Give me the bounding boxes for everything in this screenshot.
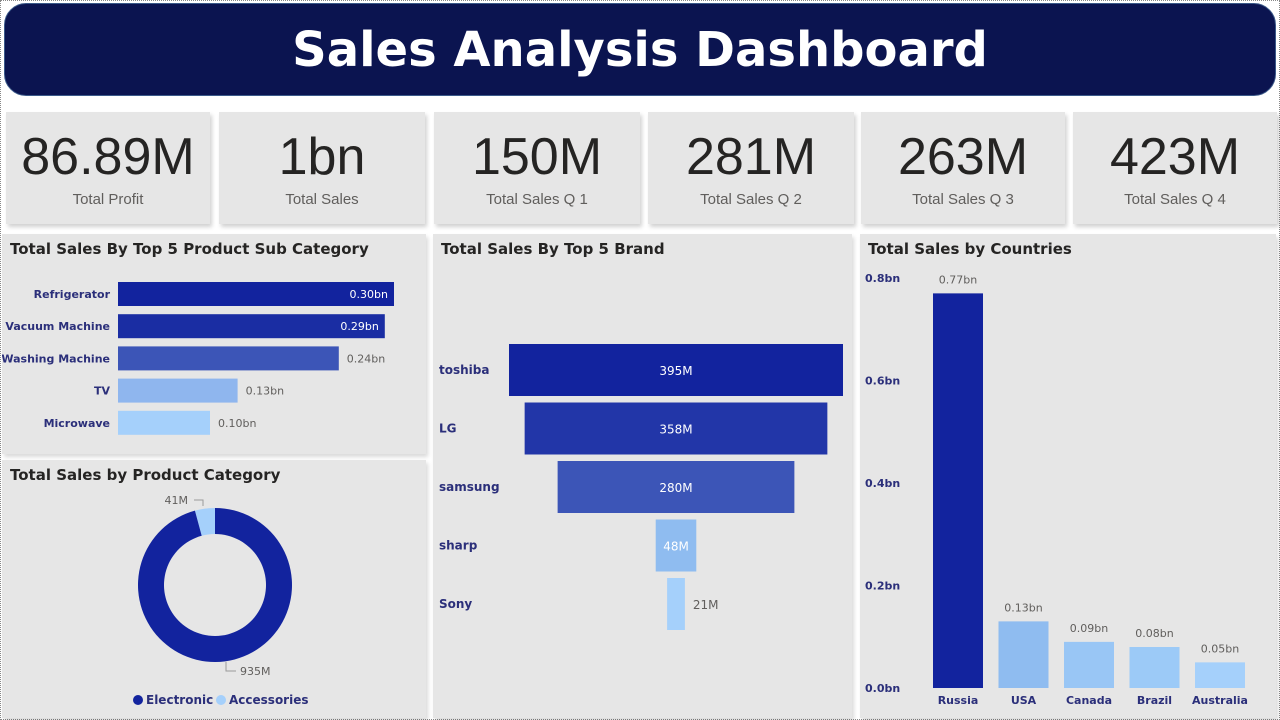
legend-label: Electronic <box>146 693 213 707</box>
data-label: 0.08bn <box>1135 627 1173 640</box>
donut-slice <box>194 508 215 536</box>
data-label: 0.13bn <box>1004 601 1042 614</box>
category-label: TV <box>94 385 111 398</box>
category-label: Microwave <box>44 417 110 430</box>
category-donut-chart: 41M 935M Electronic Accessories <box>133 494 309 707</box>
dashboard-header: Sales Analysis Dashboard <box>4 3 1276 96</box>
category-label: Sony <box>439 597 472 611</box>
data-label: 358M <box>659 423 692 437</box>
kpi-value: 263M <box>897 127 1029 186</box>
kpi-label: Total Sales Q 4 <box>1124 190 1226 208</box>
data-label: 0.10bn <box>218 417 256 430</box>
kpi-value: 1bn <box>278 127 366 186</box>
data-label: 0.30bn <box>350 288 388 301</box>
kpi-label: Total Sales <box>285 190 359 208</box>
data-label: 0.24bn <box>347 352 385 365</box>
kpi-label: Total Sales Q 3 <box>912 190 1014 208</box>
data-label: 0.09bn <box>1070 622 1108 635</box>
data-label: 935M <box>240 665 271 678</box>
y-tick-label: 0.2bn <box>865 580 900 593</box>
data-label: 21M <box>693 598 719 612</box>
x-tick-label: Russia <box>938 694 979 707</box>
dashboard-title: Sales Analysis Dashboard <box>292 21 988 78</box>
y-tick-label: 0.4bn <box>865 477 900 490</box>
category-label: samsung <box>439 480 500 494</box>
y-tick-label: 0.0bn <box>865 682 900 695</box>
bar <box>118 314 385 339</box>
category-label: toshiba <box>439 363 489 377</box>
data-label: 48M <box>663 540 689 554</box>
column-bar <box>1129 647 1180 688</box>
brand-chart-title: Total Sales By Top 5 Brand <box>441 240 665 258</box>
x-tick-label: USA <box>1011 694 1037 707</box>
kpi-value: 86.89M <box>21 127 195 186</box>
column-bar <box>1064 641 1114 688</box>
donut-slice <box>137 508 292 662</box>
kpi-value: 150M <box>471 127 603 186</box>
category-chart-panel[interactable]: Total Sales by Product Category 41M 935M E… <box>2 460 426 718</box>
kpi-card-sales-q2[interactable]: 281M Total Sales Q 2 <box>648 112 854 224</box>
kpi-label: Total Profit <box>72 190 144 208</box>
funnel-bar <box>509 344 843 396</box>
x-tick-label: Canada <box>1066 694 1112 707</box>
leader-line <box>194 499 204 506</box>
countries-chart-title: Total Sales by Countries <box>868 240 1072 258</box>
kpi-card-sales-q3[interactable]: 263M Total Sales Q 3 <box>861 112 1065 224</box>
category-label: sharp <box>439 539 478 553</box>
category-chart-title: Total Sales by Product Category <box>10 466 281 484</box>
bar <box>118 346 339 371</box>
data-label: 0.29bn <box>340 320 378 333</box>
data-label: 0.77bn <box>939 273 977 286</box>
leader-line <box>225 662 236 672</box>
data-label: 41M <box>165 494 189 507</box>
funnel-bar <box>524 402 828 455</box>
data-label: 395M <box>659 364 692 378</box>
legend-marker <box>133 695 143 705</box>
kpi-label: Total Sales Q 2 <box>700 190 802 208</box>
kpi-card-sales-q1[interactable]: 150M Total Sales Q 1 <box>434 112 640 224</box>
column-bar <box>933 293 983 688</box>
bar <box>118 378 238 403</box>
brand-chart-panel[interactable]: Total Sales By Top 5 Brand toshiba 395M LG… <box>433 234 852 718</box>
column-bar <box>1195 662 1245 688</box>
column-bar <box>998 621 1049 688</box>
funnel-bar <box>655 519 697 572</box>
funnel-bar <box>667 578 685 630</box>
subcategory-chart-title: Total Sales By Top 5 Product Sub Categor… <box>10 240 369 258</box>
funnel-bar <box>557 461 795 513</box>
legend-marker <box>216 695 226 705</box>
category-label: Vacuum Machine <box>5 320 110 333</box>
kpi-label: Total Sales Q 1 <box>486 190 588 208</box>
category-label: LG <box>439 422 457 436</box>
legend-label: Accessories <box>229 693 309 707</box>
countries-chart-panel[interactable]: Total Sales by Countries 0.0bn 0.2bn 0.4bn… <box>860 234 1276 718</box>
kpi-card-total-profit[interactable]: 86.89M Total Profit <box>6 112 210 224</box>
bar <box>118 282 394 306</box>
y-tick-label: 0.8bn <box>865 272 900 285</box>
category-label: Refrigerator <box>34 288 111 301</box>
data-label: 0.05bn <box>1201 642 1239 655</box>
bar <box>118 410 210 435</box>
x-tick-label: Brazil <box>1137 694 1172 707</box>
x-tick-label: Australia <box>1192 694 1248 707</box>
brand-funnel-chart: toshiba 395M LG 358M samsung 280M sharp 48M Sony… <box>439 344 843 630</box>
kpi-value: 423M <box>1109 127 1241 186</box>
kpi-card-total-sales[interactable]: 1bn Total Sales <box>219 112 425 224</box>
countries-column-chart: 0.0bn 0.2bn 0.4bn 0.6bn 0.8bn 0.77bn Russia 0.1… <box>865 272 1248 707</box>
data-label: 280M <box>659 481 692 495</box>
kpi-card-sales-q4[interactable]: 423M Total Sales Q 4 <box>1073 112 1277 224</box>
category-label: Washing Machine <box>2 352 110 365</box>
y-tick-label: 0.6bn <box>865 375 900 388</box>
subcategory-chart: Refrigerator 0.30bn Vacuum Machine 0.29bn Wa… <box>2 282 394 435</box>
data-label: 0.13bn <box>246 385 284 398</box>
subcategory-chart-panel[interactable]: Total Sales By Top 5 Product Sub Categor… <box>2 234 426 454</box>
kpi-value: 281M <box>685 127 817 186</box>
